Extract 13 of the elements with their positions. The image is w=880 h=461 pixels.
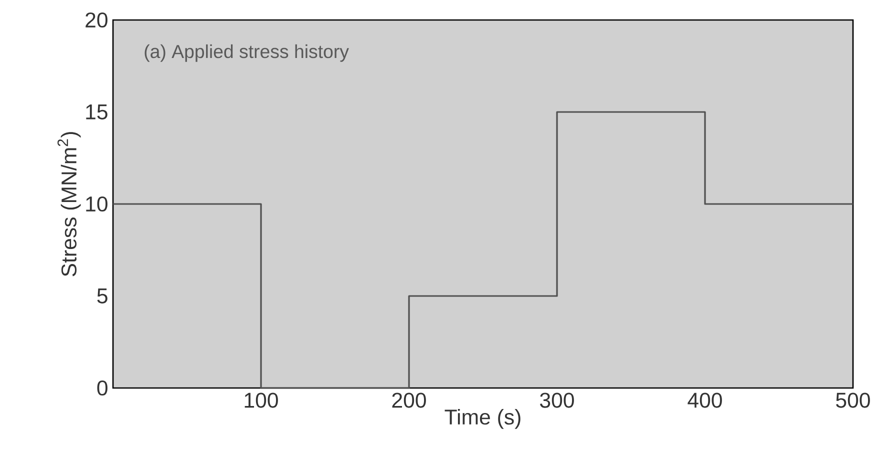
x-tick-label: 500 — [836, 392, 870, 408]
x-tick-label: 100 — [244, 392, 278, 408]
x-tick-label: 400 — [688, 392, 722, 408]
y-tick-label: 20 — [86, 12, 108, 28]
y-axis-title: Stress (MN/m$^{2}$) — [58, 132, 81, 276]
annotation: (a) Applied stress history — [144, 44, 349, 62]
y-tick-label: 5 — [97, 288, 108, 304]
y-tick-label: 0 — [97, 380, 108, 396]
y-tick-label: 15 — [86, 104, 108, 120]
x-tick-label: 300 — [540, 392, 574, 408]
x-tick-label: 200 — [392, 392, 426, 408]
y-tick-label: 10 — [86, 196, 108, 212]
x-axis-title: Time (s) — [444, 408, 520, 429]
